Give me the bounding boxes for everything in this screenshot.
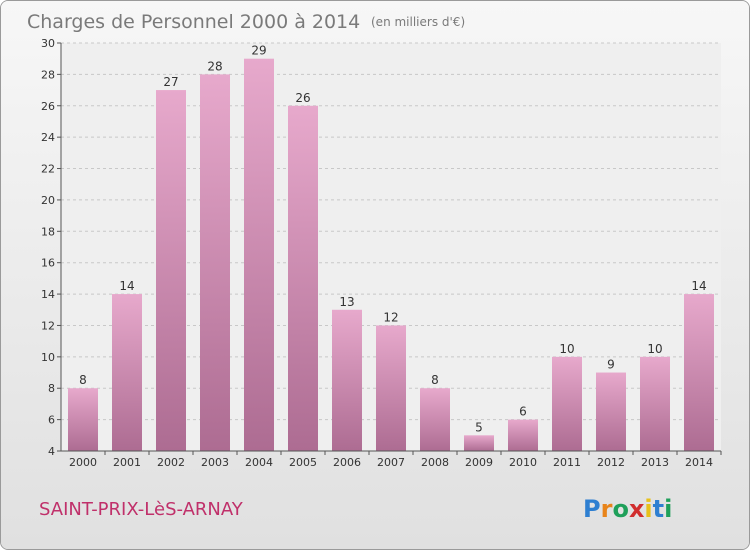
axes: 4 6 8 10 12 14 16 18 20 22 24 26 28 30 2000 2001 2002 200…	[41, 37, 722, 469]
bar	[684, 294, 714, 451]
logo-letter: r	[601, 495, 613, 523]
x-tick-label: 2006	[333, 456, 361, 469]
logo-letter: i	[664, 495, 672, 523]
bar-value-label: 13	[339, 295, 354, 309]
x-tick-label: 2008	[421, 456, 449, 469]
x-tick-label: 2001	[113, 456, 141, 469]
chart-unit-subtitle: (en milliers d'€)	[371, 15, 465, 29]
x-tick-label: 2003	[201, 456, 229, 469]
bar-value-label: 5	[475, 420, 483, 434]
bar-value-label: 14	[691, 279, 706, 293]
bar	[640, 356, 670, 451]
x-tick-label: 2011	[553, 456, 581, 469]
y-tick-label: 20	[41, 194, 55, 207]
x-tick-label: 2004	[245, 456, 273, 469]
x-tick-label: 2007	[377, 456, 405, 469]
bar-value-label: 14	[119, 279, 134, 293]
y-tick-label: 24	[41, 131, 55, 144]
y-tick-label: 10	[41, 351, 55, 364]
y-tick-label: 4	[48, 445, 55, 458]
bars: 8 14 27 28 29 26 13 12 8 5 6 10 9 10 14	[68, 44, 714, 452]
bar	[552, 356, 582, 451]
logo-letter: x	[629, 495, 645, 523]
bar	[508, 419, 538, 451]
x-tick-label: 2002	[157, 456, 185, 469]
y-tick-label: 22	[41, 163, 55, 176]
y-tick-label: 28	[41, 68, 55, 81]
proxiti-logo: Proxiti	[583, 495, 672, 523]
bar-value-label: 10	[559, 342, 574, 356]
chart-title: Charges de Personnel 2000 à 2014	[27, 11, 360, 33]
x-tick-label: 2010	[509, 456, 537, 469]
bar-value-label: 8	[431, 373, 439, 387]
logo-letter: t	[653, 495, 664, 523]
bar-value-label: 8	[79, 373, 87, 387]
y-tick-label: 14	[41, 288, 55, 301]
y-tick-label: 6	[48, 414, 55, 427]
bar	[112, 294, 142, 451]
logo-letter: P	[583, 495, 601, 523]
bar-value-label: 9	[607, 358, 615, 372]
bar-value-label: 27	[163, 75, 178, 89]
bar-value-label: 28	[207, 59, 222, 73]
bar	[288, 105, 318, 452]
bar	[376, 325, 406, 451]
bar-value-label: 26	[295, 91, 310, 105]
y-tick-label: 8	[48, 382, 55, 395]
bar-value-label: 29	[251, 44, 266, 58]
bar	[244, 58, 274, 451]
bar	[332, 309, 362, 451]
bar-value-label: 12	[383, 310, 398, 324]
bar	[596, 372, 626, 451]
x-tick-label: 2012	[597, 456, 625, 469]
bar	[156, 90, 186, 452]
x-tick-label: 2009	[465, 456, 493, 469]
y-tick-label: 12	[41, 319, 55, 332]
x-tick-label: 2000	[69, 456, 97, 469]
x-tick-label: 2014	[685, 456, 713, 469]
commune-name: SAINT-PRIX-LèS-ARNAY	[39, 499, 244, 520]
y-tick-label: 18	[41, 225, 55, 238]
bar-value-label: 10	[647, 342, 662, 356]
bar	[464, 435, 494, 451]
y-tick-label: 26	[41, 100, 55, 113]
logo-letter: i	[644, 495, 652, 523]
bar	[68, 388, 98, 451]
x-tick-label: 2013	[641, 456, 669, 469]
y-tick-label: 16	[41, 257, 55, 270]
bar	[200, 74, 230, 451]
bar-value-label: 6	[519, 405, 527, 419]
logo-letter: o	[612, 495, 629, 523]
y-tick-label: 30	[41, 37, 55, 50]
bar	[420, 388, 450, 451]
x-tick-label: 2005	[289, 456, 317, 469]
